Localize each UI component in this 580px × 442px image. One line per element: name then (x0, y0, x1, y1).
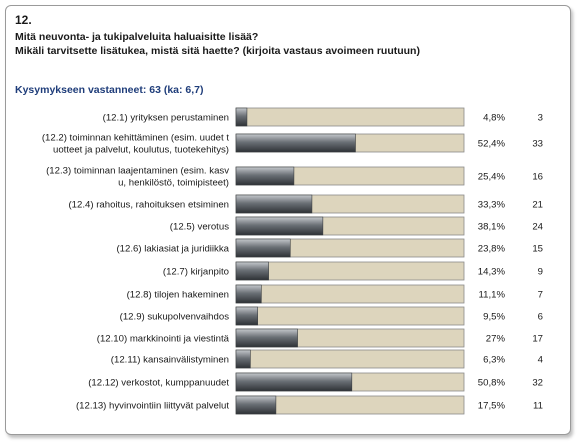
bar-row: (12.6) lakiasiat ja juridiikka 23,8% 15 (116, 238, 543, 258)
count-label: 17 (532, 334, 543, 345)
percent-label: 6,3% (483, 355, 505, 366)
count-label: 4 (538, 355, 544, 366)
question-subtext: Mikäli tarvitsette lisätukea, mistä sitä… (15, 45, 420, 57)
count-label: 16 (532, 172, 543, 183)
category-label: (12.9) sukupolvenvaihdos (120, 312, 230, 323)
bar-track (235, 107, 465, 127)
bar (235, 107, 248, 127)
bar (235, 238, 291, 258)
bar (235, 216, 324, 236)
bar-row: (12.5) verotus 38,1% 24 (170, 216, 544, 236)
count-label: 24 (532, 222, 543, 233)
category-label: (12.11) kansainvälistyminen (111, 355, 229, 366)
category-label: (12.4) rahoitus, rahoituksen etsiminen (68, 200, 229, 211)
percent-label: 25,4% (478, 172, 506, 183)
bar-row: (12.3) toiminnan laajentaminen (esim. ka… (46, 166, 543, 189)
question-number: 12. (15, 13, 32, 27)
percent-label: 38,1% (478, 222, 506, 233)
bar-track (235, 306, 465, 326)
bar-row: (12.4) rahoitus, rahoituksen etsiminen 33… (68, 194, 543, 214)
bar-row: (12.12) verkostot, kumppanuudet 50,8% 32 (88, 372, 543, 392)
category-label: (12.3) toiminnan laajentaminen (esim. ka… (46, 166, 229, 177)
question-text: Mitä neuvonta- ja tukipalveluita haluais… (15, 31, 259, 43)
bar-row: (12.13) hyvinvointiin liittyvät palvelut… (76, 395, 543, 415)
bar (235, 261, 269, 281)
category-label: (12.2) toiminnan kehittäminen (esim. uud… (42, 133, 230, 144)
bar-row: (12.11) kansainvälistyminen 6,3% 4 (111, 349, 544, 369)
bar (235, 328, 298, 348)
percent-label: 27% (486, 334, 506, 345)
count-label: 33 (532, 139, 543, 150)
bar-row: (12.2) toiminnan kehittäminen (esim. uud… (42, 133, 543, 156)
bar (235, 306, 258, 326)
percent-label: 11,1% (479, 290, 506, 301)
percent-label: 23,8% (478, 244, 506, 255)
bar (235, 194, 313, 214)
category-label: (12.6) lakiasiat ja juridiikka (116, 244, 229, 255)
percent-label: 4,8% (483, 113, 505, 124)
bar (235, 284, 262, 304)
bar-track (235, 261, 465, 281)
category-label: (12.13) hyvinvointiin liittyvät palvelut (76, 401, 229, 412)
category-label: (12.12) verkostot, kumppanuudet (88, 378, 229, 389)
count-label: 9 (538, 267, 543, 278)
bar-track (235, 349, 465, 369)
category-label: uotteet ja palvelut, koulutus, tuotekehi… (53, 145, 229, 156)
category-label: (12.1) yrityksen perustaminen (103, 113, 229, 124)
bar-row: (12.7) kirjanpito 14,3% 9 (163, 261, 543, 281)
bar (235, 166, 295, 186)
bar-track (235, 284, 465, 304)
count-label: 21 (532, 200, 543, 211)
count-label: 6 (538, 312, 543, 323)
percent-label: 33,3% (478, 200, 506, 211)
category-label: (12.10) markkinointi ja viestintä (97, 334, 230, 345)
percent-label: 14,3% (478, 267, 506, 278)
bar-row: (12.9) sukupolvenvaihdos 9,5% 6 (120, 306, 543, 326)
category-label: u, henkilöstö, toimipisteet) (118, 178, 229, 189)
bar-row: (12.1) yrityksen perustaminen 4,8% 3 (103, 107, 543, 127)
bar (235, 372, 353, 392)
category-label: (12.7) kirjanpito (163, 267, 229, 278)
count-label: 32 (532, 378, 543, 389)
percent-label: 9,5% (483, 312, 505, 323)
bar (235, 349, 251, 369)
count-label: 15 (532, 244, 543, 255)
percent-label: 52,4% (478, 139, 506, 150)
category-label: (12.5) verotus (170, 222, 229, 233)
category-label: (12.8) tilojen hakeminen (127, 290, 229, 301)
bar (235, 133, 356, 153)
bar (235, 395, 277, 415)
count-label: 7 (538, 290, 543, 301)
count-label: 3 (538, 113, 543, 124)
bar-row: (12.10) markkinointi ja viestintä 27% 17 (97, 328, 543, 348)
count-label: 11 (533, 401, 543, 412)
bar-row: (12.8) tilojen hakeminen 11,1% 7 (127, 284, 543, 304)
respondents-summary: Kysymykseen vastanneet: 63 (ka: 6,7) (15, 84, 204, 96)
percent-label: 17,5% (478, 401, 506, 412)
percent-label: 50,8% (478, 378, 506, 389)
